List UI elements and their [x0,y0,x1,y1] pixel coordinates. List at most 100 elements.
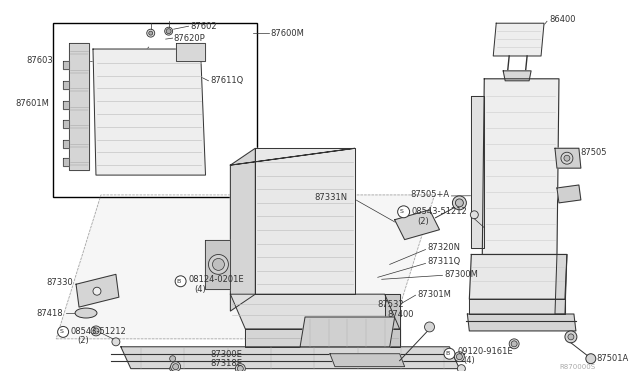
Text: (4): (4) [195,285,206,294]
Polygon shape [503,71,531,81]
Circle shape [456,199,463,207]
Polygon shape [93,49,205,175]
Polygon shape [471,96,484,247]
Circle shape [112,338,120,346]
Polygon shape [63,101,69,109]
Text: S: S [400,209,404,214]
Circle shape [212,259,225,270]
Text: B: B [445,351,449,356]
Circle shape [509,339,519,349]
Circle shape [175,276,186,287]
Polygon shape [385,294,399,347]
Text: B: B [177,279,180,284]
Text: 87620P: 87620P [173,33,205,43]
Circle shape [147,29,155,37]
Text: 87331N: 87331N [315,193,348,202]
Text: 86400: 86400 [549,15,575,24]
Text: 87602: 87602 [191,22,217,31]
Text: 87318E: 87318E [211,359,243,368]
Text: (4): (4) [463,356,475,365]
Polygon shape [557,185,581,203]
Circle shape [568,334,574,340]
Circle shape [170,356,175,362]
Polygon shape [69,43,89,170]
Text: 87300E: 87300E [211,350,243,359]
Circle shape [164,27,173,35]
Circle shape [166,29,171,33]
Text: 87505+A: 87505+A [410,190,449,199]
Text: 87400: 87400 [388,310,414,318]
Circle shape [511,341,517,347]
Circle shape [561,152,573,164]
Polygon shape [555,148,581,168]
Polygon shape [63,140,69,148]
Polygon shape [245,329,399,347]
Circle shape [171,362,180,372]
Text: 87300M: 87300M [444,270,478,279]
Circle shape [564,155,570,161]
Polygon shape [230,148,355,165]
Text: 87311Q: 87311Q [428,257,461,266]
Text: 87301M: 87301M [417,290,451,299]
Text: 87601M: 87601M [15,99,49,108]
Circle shape [424,322,435,332]
Text: (2): (2) [77,336,89,345]
Circle shape [93,287,101,295]
Circle shape [452,196,467,210]
Polygon shape [230,294,399,329]
Circle shape [454,352,465,362]
Polygon shape [63,61,69,69]
Text: 87418: 87418 [36,308,63,318]
Text: R870000S: R870000S [559,364,595,370]
Polygon shape [469,299,565,314]
Circle shape [565,331,577,343]
Polygon shape [63,158,69,166]
Polygon shape [56,195,435,339]
Polygon shape [300,317,395,347]
Circle shape [170,366,175,372]
Circle shape [470,211,478,219]
Polygon shape [469,254,567,299]
Text: 87330: 87330 [46,278,73,287]
Polygon shape [175,43,205,61]
Polygon shape [330,354,404,367]
Text: 08543-51212: 08543-51212 [70,327,126,336]
Circle shape [397,206,410,218]
Polygon shape [76,274,119,307]
Polygon shape [493,23,544,56]
Polygon shape [395,210,440,240]
Polygon shape [63,81,69,89]
Circle shape [444,348,455,359]
Polygon shape [255,148,355,294]
Polygon shape [121,347,460,369]
Polygon shape [467,314,576,331]
Ellipse shape [75,308,97,318]
Text: 08543-51212: 08543-51212 [412,207,467,216]
Circle shape [91,326,101,336]
Text: 87600M: 87600M [270,29,304,38]
Text: 87320N: 87320N [428,243,461,252]
Circle shape [236,364,245,372]
Text: 87611Q: 87611Q [211,76,244,85]
Polygon shape [555,254,567,314]
Polygon shape [205,240,230,289]
Circle shape [209,254,228,274]
Bar [53,23,257,197]
Text: 87505: 87505 [581,148,607,157]
Text: (2): (2) [417,217,429,226]
Text: 08124-0201E: 08124-0201E [189,275,244,284]
Circle shape [586,354,596,364]
Circle shape [458,365,465,372]
Text: 87532: 87532 [378,299,404,309]
Polygon shape [483,79,559,254]
Circle shape [58,327,68,337]
Circle shape [93,328,99,334]
Circle shape [173,364,179,370]
Circle shape [456,354,462,360]
Text: 09120-9161E: 09120-9161E [458,347,513,356]
Polygon shape [230,148,255,311]
Circle shape [237,366,243,372]
Text: S: S [59,329,63,334]
Text: 87603: 87603 [26,57,53,65]
Circle shape [148,31,153,35]
